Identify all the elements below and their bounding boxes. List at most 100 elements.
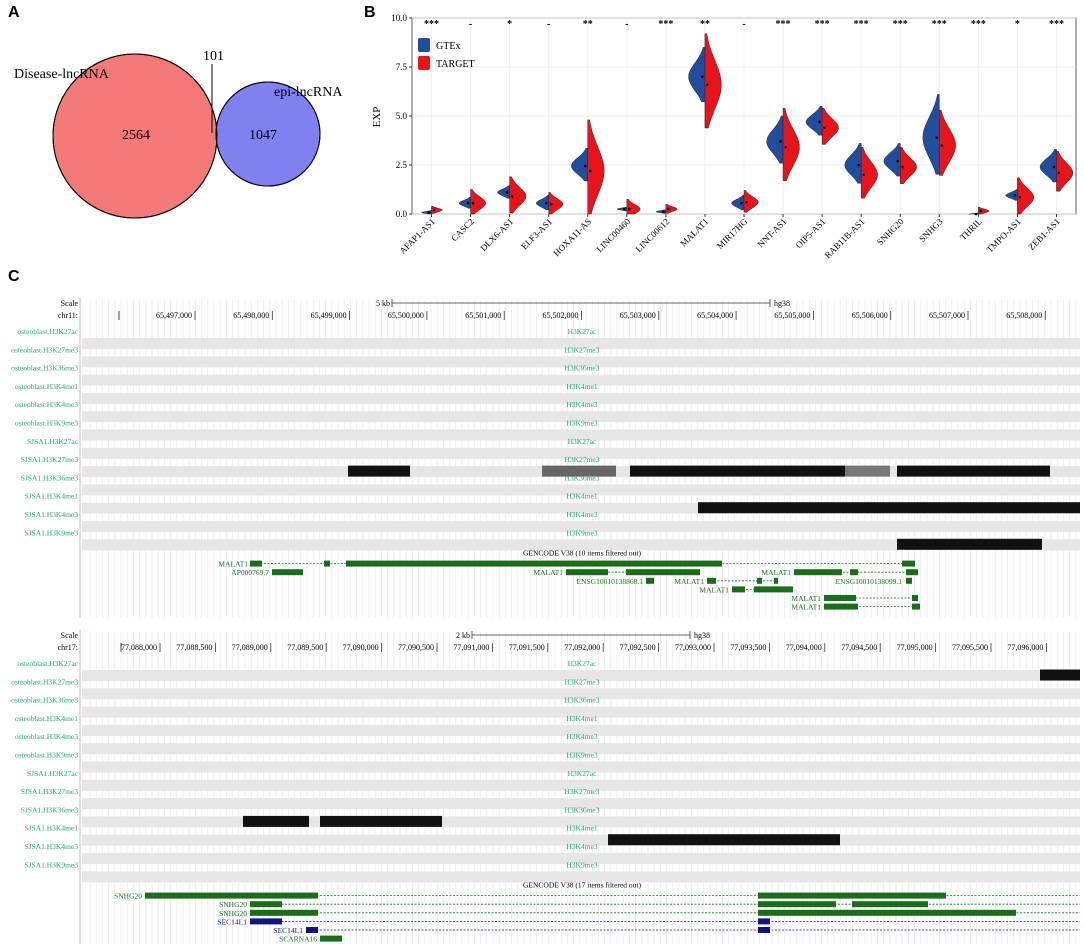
x-tick-label: DLX6-AS1 bbox=[478, 216, 515, 253]
panel-label-c: C bbox=[8, 268, 20, 285]
gene-label[interactable]: MALAT1 bbox=[761, 568, 791, 577]
track-label[interactable]: osteoblast.H3K27me3 bbox=[11, 677, 78, 686]
track-label[interactable]: osteoblast.H3K4me3 bbox=[15, 732, 78, 741]
violin-target bbox=[626, 199, 641, 215]
scale-bar-label: 2 kb bbox=[456, 631, 470, 640]
track-title: H3K27ac bbox=[568, 659, 597, 668]
track-row bbox=[82, 743, 1080, 755]
y-tick-label: 5.0 bbox=[396, 111, 408, 121]
track-label[interactable]: osteoblast.H3K27me3 bbox=[11, 345, 78, 354]
y-tick-label: 0.0 bbox=[396, 209, 408, 219]
track-label[interactable]: osteoblast.H3K9me3 bbox=[15, 419, 78, 428]
gene-label[interactable]: SEC14L1 bbox=[273, 926, 303, 935]
track-title: H3K36me3 bbox=[565, 805, 600, 814]
gene-exon bbox=[824, 595, 856, 601]
coord-tick-label: 77,094,500 bbox=[841, 643, 877, 652]
track-label[interactable]: osteoblast.H3K9me3 bbox=[15, 751, 78, 760]
significance-label: - bbox=[547, 19, 550, 30]
violin-gtex-median bbox=[818, 120, 821, 124]
x-tick-label: ELF3-AS1 bbox=[519, 216, 554, 251]
violin-target-median bbox=[706, 83, 709, 86]
significance-labels: *** - * - ** - *** ** - *** *** *** *** *** *** * *** bbox=[424, 19, 1064, 30]
track-title: H3K36me3 bbox=[565, 473, 600, 482]
track-title: H3K27me3 bbox=[565, 455, 600, 464]
x-tick-label: LINC00612 bbox=[633, 216, 671, 254]
violin-chart: 0.02.55.07.510.0 AFAP1-AS1 CASC2 DLX6-AS1 E… bbox=[371, 13, 1077, 260]
legend-gtex-label: GTEx bbox=[436, 41, 460, 52]
track-label[interactable]: SJSA1.H3K27ac bbox=[27, 437, 79, 446]
gene-label[interactable]: ENSG10010138099.1 bbox=[836, 577, 903, 586]
gene-exon bbox=[250, 901, 282, 908]
track-label[interactable]: SJSA1.H3K4me1 bbox=[24, 824, 78, 833]
gene-label[interactable]: SCARNA16 bbox=[279, 935, 317, 944]
track-label[interactable]: SJSA1.H3K27ac bbox=[27, 769, 79, 778]
track-label[interactable]: osteoblast.H3K27ac bbox=[17, 327, 78, 336]
gene-label[interactable]: MALAT1 bbox=[791, 594, 821, 603]
track-label[interactable]: SJSA1.H3K4me1 bbox=[24, 492, 78, 501]
track-label[interactable]: SJSA1.H3K4me3 bbox=[24, 842, 78, 851]
significance-label: - bbox=[469, 19, 472, 30]
chart-grid bbox=[411, 17, 1077, 215]
gene-exon bbox=[324, 560, 330, 567]
gene-label[interactable]: SEC14L1 bbox=[217, 917, 247, 926]
track-row bbox=[82, 853, 1080, 864]
gene-label[interactable]: MALAT1 bbox=[533, 568, 563, 577]
gene-exon bbox=[320, 935, 342, 942]
track-label[interactable]: osteoblast.H3K27ac bbox=[17, 659, 78, 668]
violin-target-median bbox=[667, 207, 670, 211]
violin-target-median bbox=[745, 200, 748, 204]
gene-exon bbox=[306, 927, 318, 933]
track-label[interactable]: osteoblast.H3K36me3 bbox=[11, 364, 78, 373]
track-label[interactable]: SJSA1.H3K27me3 bbox=[21, 787, 79, 796]
x-tick-label: ZEB1-AS1 bbox=[1026, 216, 1062, 252]
track-label[interactable]: SJSA1.H3K4me3 bbox=[24, 510, 78, 519]
gene-label[interactable]: MALAT1 bbox=[791, 603, 821, 612]
track-label[interactable]: osteoblast.H3K36me3 bbox=[11, 696, 78, 705]
gene-exon bbox=[626, 569, 700, 576]
gene-exon bbox=[774, 577, 778, 584]
coord-tick-label: 77,090,000 bbox=[343, 643, 379, 652]
gene-label[interactable]: AP000769.7 bbox=[231, 568, 269, 577]
y-tick-label: 2.5 bbox=[396, 160, 408, 170]
track-label[interactable]: SJSA1.H3K9me3 bbox=[24, 528, 78, 537]
track-label[interactable]: SJSA1.H3K27me3 bbox=[21, 455, 79, 464]
violin-gtex-median bbox=[1013, 194, 1017, 197]
track-label[interactable]: SJSA1.H3K36me3 bbox=[21, 805, 79, 814]
violin-target bbox=[704, 33, 722, 129]
chrom-label: chr11: bbox=[58, 311, 78, 320]
browser-view-chr17: Scale chr17: 2 kb hg38 77,088,000 77,088,500 7… bbox=[11, 630, 1080, 944]
coord-tick-label: 65,505,000 bbox=[774, 311, 810, 320]
gene-label[interactable]: MALAT1 bbox=[218, 560, 248, 569]
gene-label[interactable]: SNHG20 bbox=[219, 900, 247, 909]
track-label[interactable]: SJSA1.H3K9me3 bbox=[24, 860, 78, 869]
panel-label-a: A bbox=[8, 4, 20, 21]
track-label[interactable]: SJSA1.H3K36me3 bbox=[21, 473, 79, 482]
gene-label[interactable]: SNHG20 bbox=[114, 892, 142, 901]
significance-label: ** bbox=[700, 19, 710, 30]
gene-label[interactable]: SNHG20 bbox=[219, 909, 247, 918]
x-tick-label: LINC00460 bbox=[594, 216, 632, 254]
legend-target-label: TARGET bbox=[436, 59, 475, 70]
track-label[interactable]: osteoblast.H3K4me3 bbox=[15, 400, 78, 409]
signal-block bbox=[320, 815, 442, 827]
y-tick-label: 10.0 bbox=[391, 13, 407, 23]
violin-target bbox=[821, 107, 839, 145]
coord-tick-label: 65,501,000 bbox=[465, 311, 501, 320]
x-tick-label: MIR17HG bbox=[715, 216, 750, 251]
venn-diagram: Disease-lncRNA epi-lncRNA 101 2564 1047 bbox=[14, 49, 343, 219]
track-label[interactable]: osteoblast.H3K4me1 bbox=[15, 382, 78, 391]
violin-gtex-median bbox=[427, 211, 431, 214]
gene-label[interactable]: MALAT1 bbox=[674, 577, 704, 586]
gencode-title: GENCODE V38 (10 items filtered out) bbox=[523, 549, 641, 558]
track-label[interactable]: osteoblast.H3K4me1 bbox=[15, 714, 78, 723]
violin-target-median bbox=[823, 126, 826, 130]
track-title: H3K4me1 bbox=[566, 824, 597, 833]
significance-label: * bbox=[507, 19, 512, 30]
gene-label[interactable]: ENSG10010138868.1 bbox=[577, 577, 644, 586]
gene-label[interactable]: MALAT1 bbox=[699, 585, 729, 594]
significance-label: *** bbox=[658, 19, 673, 30]
track-title: H3K27ac bbox=[568, 769, 597, 778]
x-tick-label: CASC2 bbox=[449, 216, 476, 243]
coord-tick-label: 77,088,500 bbox=[176, 643, 212, 652]
coord-tick-label: 65,506,000 bbox=[852, 311, 888, 320]
